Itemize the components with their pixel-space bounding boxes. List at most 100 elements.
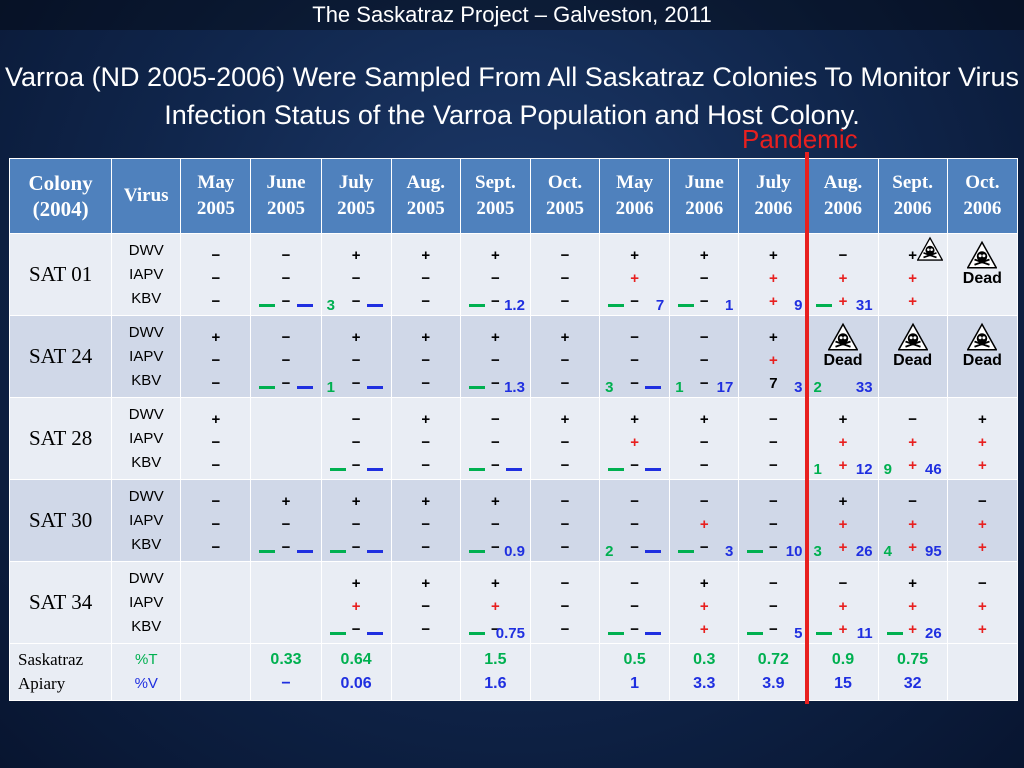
varroa-count-blue: 0.75: [495, 625, 525, 642]
virus-result: +: [351, 329, 361, 346]
result-cell: − − −2: [599, 479, 671, 562]
virus-result: −: [211, 493, 221, 510]
virus-result: +: [768, 329, 778, 346]
result-cell: [250, 561, 322, 644]
header-month-year: 2005: [337, 198, 376, 219]
green-dash: [886, 632, 903, 635]
virus-result: −: [421, 352, 431, 369]
result-values: + − −: [670, 408, 738, 477]
skull-icon: [916, 236, 944, 261]
virus-result: −: [630, 539, 639, 556]
header-month-name: Sept.: [475, 172, 516, 193]
virus-result: +: [977, 516, 987, 533]
virus-result: −: [908, 493, 917, 510]
virus-result: −: [630, 352, 639, 369]
header-month: July 2005: [320, 158, 392, 234]
result-values: + + +: [948, 408, 1017, 477]
virus-result: +: [768, 352, 778, 369]
colony-name: SAT 30: [8, 479, 113, 562]
virus-label: KBV: [131, 289, 162, 307]
percent-v-value: 1.6: [484, 675, 507, 692]
header-colony-line2: (2004): [32, 197, 89, 221]
header-month: July 2006: [738, 158, 809, 234]
header-month-name: June: [684, 172, 724, 193]
dead-label: Dead: [962, 270, 1002, 287]
result-cell: + − −: [390, 315, 461, 398]
result-cell: + − −: [320, 479, 392, 562]
virus-result: −: [490, 539, 500, 556]
skull-icon: [828, 322, 858, 351]
virus-result: −: [281, 270, 291, 287]
virus-result: +: [490, 598, 500, 615]
virus-result: −: [211, 539, 221, 556]
result-cell: + + −0.75: [459, 561, 531, 644]
header-month-year: 2006: [685, 198, 724, 219]
percent-v-value: 0.06: [340, 675, 372, 692]
percent-v-label: %V: [134, 675, 158, 692]
header-month-name: June: [266, 172, 306, 193]
header-month: Aug. 2006: [807, 158, 879, 234]
virus-result: −: [211, 293, 221, 310]
virus-result: +: [908, 621, 917, 638]
green-dash: [329, 632, 346, 635]
result-cell: + − −: [390, 397, 461, 480]
skull-icon: [897, 322, 928, 351]
result-cell: − − −: [738, 397, 809, 480]
virus-result: −: [351, 434, 361, 451]
colony-row: SAT 28 DWV IAPV KBV + − − − − − + − − − − − + − − + + − + − − − − −…: [8, 397, 1019, 480]
result-cell: − − −3: [599, 315, 671, 398]
virus-result: −: [281, 293, 291, 310]
result-values: + + −: [461, 572, 530, 641]
apiary-cell: 0.64 0.06: [320, 643, 392, 701]
virus-result: −: [560, 493, 570, 510]
result-values: + − −: [251, 490, 320, 559]
virus-result: +: [351, 247, 361, 264]
result-values: − + +: [879, 490, 947, 559]
virus-result: [251, 595, 320, 618]
header-month-year: 2006: [615, 198, 654, 219]
header-virus: Virus: [111, 158, 182, 234]
header-month-name: Sept.: [892, 172, 933, 193]
varroa-count-green: 4: [883, 543, 892, 560]
green-dash: [608, 468, 625, 471]
varroa-count-blue: 10: [785, 543, 803, 560]
result-values: + + +: [739, 244, 807, 313]
varroa-count-blue: 26: [855, 543, 873, 560]
virus-result: +: [977, 434, 987, 451]
virus-result: [251, 408, 320, 431]
header-month: May 2005: [180, 158, 252, 234]
header-month-year: 2006: [963, 198, 1002, 219]
blue-dash: [366, 304, 383, 307]
green-dash: [468, 468, 485, 471]
varroa-count-blue: 7: [655, 297, 665, 314]
virus-result: −: [490, 411, 500, 428]
green-dash: [329, 550, 346, 553]
apiary-cell: 0.3 3.3: [669, 643, 740, 701]
header-month: June 2005: [250, 158, 322, 234]
dead-marker: Dead: [808, 322, 877, 370]
colony-row: SAT 34 DWV IAPV KBV + + − + − − + + −0.75− − − − − − + + + − −…: [8, 561, 1019, 644]
result-values: + + +: [808, 490, 877, 559]
virus-result: −: [768, 598, 778, 615]
header-month-year: 2005: [546, 198, 584, 219]
virus-result: −: [699, 270, 709, 287]
virus-label: IAPV: [129, 429, 164, 447]
apiary-label: Saskatraz Apiary: [8, 643, 113, 701]
percent-t-value: 0.5: [623, 651, 646, 668]
result-cell: + + +: [669, 561, 740, 644]
blue-dash: [366, 386, 383, 389]
blue-dash: [645, 386, 662, 389]
virus-result: −: [560, 293, 570, 310]
apiary-cell: 0.72 3.9: [738, 643, 809, 701]
header-month-name: Aug.: [406, 172, 446, 193]
virus-result: +: [490, 493, 500, 510]
green-dash: [678, 550, 695, 553]
result-values: + − −: [531, 326, 599, 395]
green-dash: [259, 386, 276, 389]
virus-result: −: [560, 247, 570, 264]
percent-v-value: 3.3: [693, 675, 716, 692]
result-cell: + − −1.3: [459, 315, 531, 398]
result-values: − − −: [739, 572, 807, 641]
slide-top-title: The Saskatraz Project – Galveston, 2011: [0, 0, 1024, 30]
result-cell: + − −: [390, 561, 461, 644]
